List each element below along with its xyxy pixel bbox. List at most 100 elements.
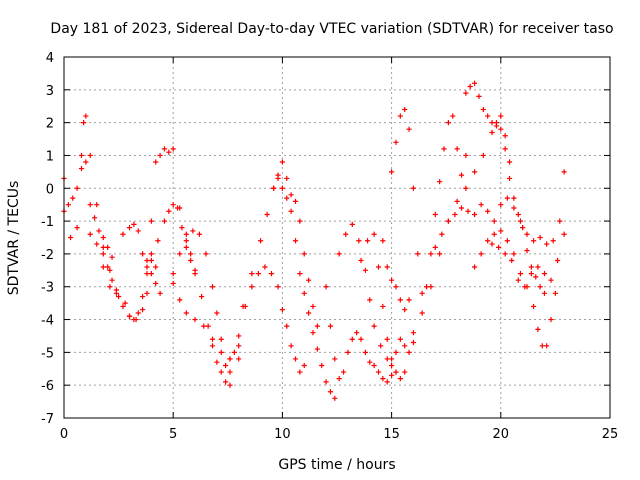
data-point-marker [364,238,371,244]
data-point-marker [537,284,543,290]
data-point-marker [268,271,275,277]
data-point-marker [502,133,508,139]
data-point-marker [515,211,521,218]
data-point-marker [177,205,183,211]
data-point-marker [87,231,93,237]
data-point-marker [218,349,224,355]
series-arc-12 [323,284,403,385]
data-point-marker [323,284,329,290]
data-point-marker [496,244,502,250]
data-point-marker [74,225,80,231]
series-arc-9 [227,264,307,375]
data-point-marker [227,382,233,388]
data-point-marker [441,146,447,152]
data-point-marker [140,251,146,257]
data-point-marker [491,231,497,237]
y-tick-label: -5 [41,346,54,361]
data-point-marker [480,152,486,159]
series-arc-16 [389,106,425,296]
data-point-marker [544,241,550,247]
data-point-marker [463,152,469,159]
data-point-marker [297,271,303,277]
data-point-marker [561,231,567,237]
data-point-marker [177,251,183,257]
data-point-marker [257,238,264,244]
data-point-marker [397,297,403,303]
data-point-marker [402,369,408,375]
data-point-marker [223,362,229,369]
data-point-marker [437,251,443,257]
data-point-marker [140,293,146,300]
data-point-marker [439,231,445,237]
data-point-marker [541,290,548,296]
data-point-marker [380,376,386,382]
data-point-marker [279,159,285,165]
data-point-marker [375,369,382,375]
data-point-marker [284,323,290,329]
data-point-marker [478,202,484,208]
data-point-marker [402,106,408,113]
data-point-marker [279,185,285,191]
series-arc-2 [61,159,115,260]
data-point-marker [358,336,364,342]
x-tick-label: 25 [602,427,619,442]
data-point-marker [367,297,373,303]
data-point-marker [493,123,500,129]
data-point-marker [209,336,216,342]
data-point-marker [161,218,168,224]
data-point-marker [354,330,360,336]
data-point-marker [231,349,237,355]
data-point-marker [126,225,133,231]
data-point-marker [478,251,484,257]
data-point-marker [402,307,408,313]
data-point-marker [535,326,541,332]
data-point-marker [83,113,89,119]
data-point-marker [279,307,285,313]
y-tick-label: 1 [46,149,54,164]
y-tick-label: 4 [46,51,54,66]
data-point-marker [192,316,198,323]
data-point-marker [148,251,154,257]
data-point-marker [148,218,154,224]
data-point-marker [389,169,395,175]
data-point-marker [463,185,469,191]
data-point-marker [548,277,554,283]
data-point-marker [498,113,504,119]
data-point-marker [349,336,355,342]
data-point-marker [170,271,176,277]
data-point-marker [188,251,194,257]
data-point-marker [288,192,294,198]
data-point-marker [209,343,216,349]
series-arc-20 [463,80,548,296]
data-point-marker [437,179,443,185]
data-point-marker [550,238,556,244]
data-point-marker [170,202,176,208]
data-point-marker [100,244,106,250]
data-point-marker [485,113,491,119]
data-point-marker [74,185,80,191]
data-point-marker [467,83,473,90]
data-point-marker [428,251,434,257]
data-point-marker [480,106,486,113]
chart-title: Day 181 of 2023, Sidereal Day-to-day VTE… [50,21,613,37]
data-point-marker [375,264,382,270]
data-point-marker [292,356,299,362]
data-point-marker [107,284,113,290]
data-point-marker [343,231,349,237]
data-point-marker [310,330,316,336]
data-point-marker [201,323,207,329]
data-point-marker [506,175,513,182]
data-point-marker [153,280,159,287]
data-point-marker [548,316,554,323]
data-point-marker [148,271,154,277]
data-point-marker [190,228,196,234]
data-point-marker [509,257,515,264]
data-point-marker [81,120,87,126]
x-tick-label: 5 [169,427,177,442]
data-point-marker [264,211,270,218]
data-point-marker [131,316,137,323]
series-arc-10 [240,159,338,401]
data-point-marker [454,198,460,204]
data-point-marker [485,208,491,214]
data-point-marker [506,159,513,165]
